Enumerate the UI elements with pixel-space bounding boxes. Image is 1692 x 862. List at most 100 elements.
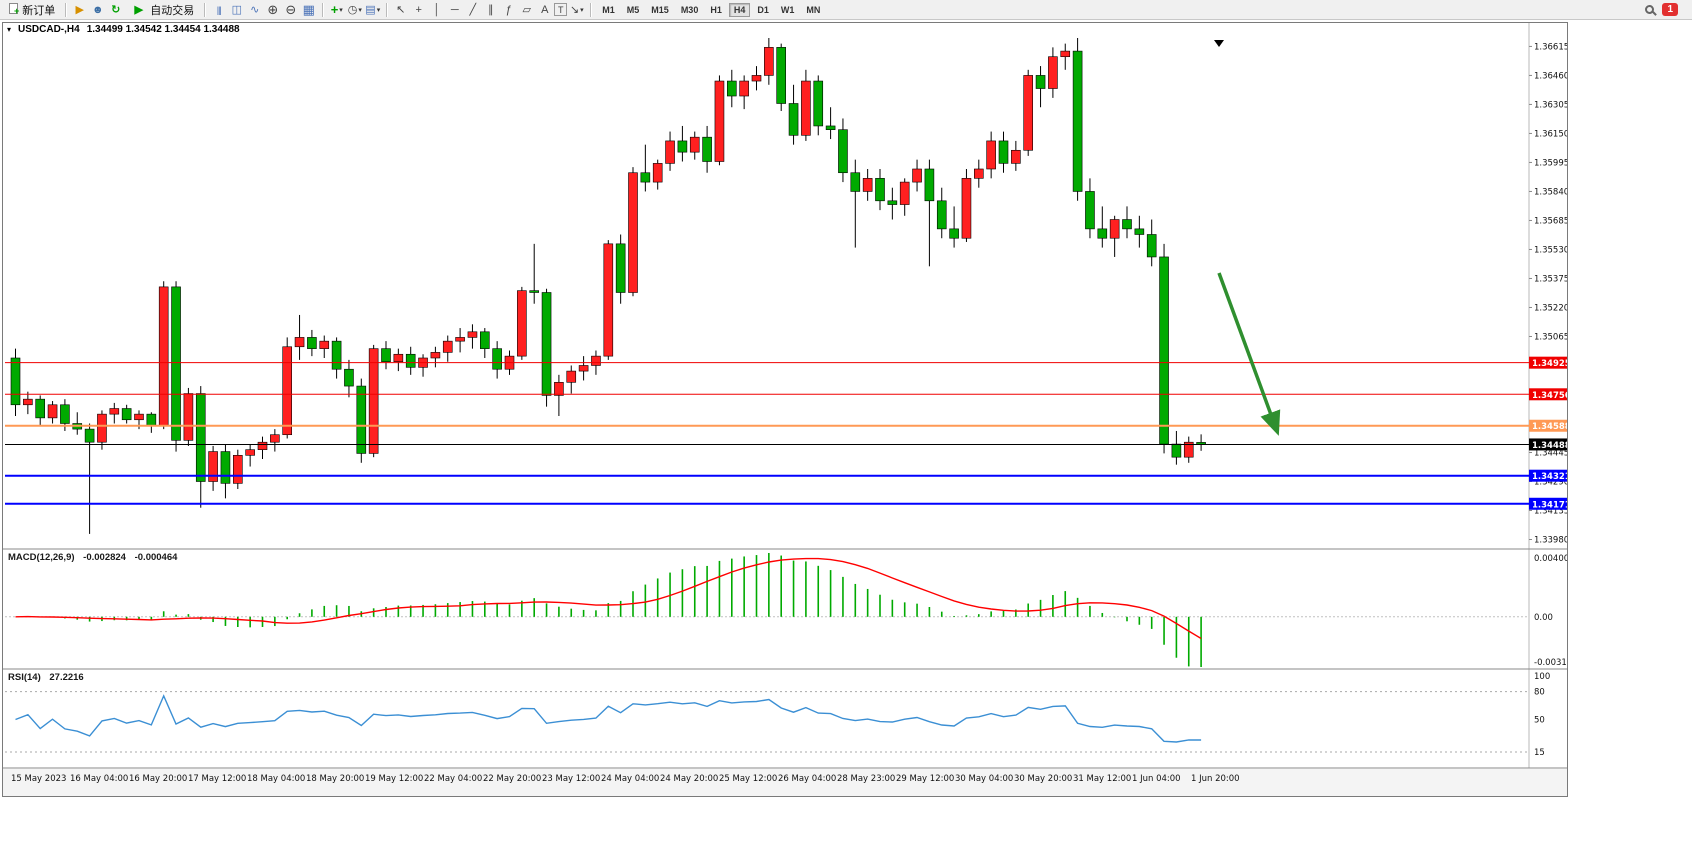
candle-body [121, 408, 132, 421]
arrows-tool-icon[interactable]: ↘ ▾ [568, 2, 585, 18]
new-order-label: 新订单 [22, 4, 56, 17]
line-chart-icon[interactable]: ∿ [250, 4, 260, 16]
svg-text:1.34488: 1.34488 [1532, 441, 1567, 451]
candle-body [455, 337, 465, 342]
timeframe-m30[interactable]: M30 [680, 4, 699, 15]
timeframe-mn[interactable]: MN [806, 4, 821, 15]
tile-windows-icon[interactable]: ▦ [302, 1, 315, 17]
svg-text:0.00: 0.00 [1534, 613, 1553, 623]
candle-body [344, 368, 354, 387]
bar-chart-icon[interactable]: ||| [216, 4, 222, 15]
candle-body [529, 290, 540, 293]
vertical-line-icon[interactable]: │ [433, 3, 441, 16]
chart-shift-marker[interactable] [1214, 40, 1224, 47]
chart-canvas[interactable]: 1.33980 1.34135 1.34290 1.34445 1.35065 1.352… [3, 23, 1578, 796]
search-icon[interactable] [1645, 5, 1655, 14]
svg-text:1.34171: 1.34171 [1532, 500, 1567, 510]
candle-body [195, 393, 206, 482]
candle-body [1122, 219, 1132, 230]
candle-body [788, 103, 799, 136]
auto-trading-button[interactable]: ▶ 自动交易 [125, 1, 199, 18]
svg-text:1.36305: 1.36305 [1534, 100, 1567, 110]
refresh-icon[interactable]: ↻ [111, 4, 121, 16]
periods-clock-icon[interactable]: ◷ ▾ [346, 2, 363, 18]
zoom-in-icon[interactable]: ⊕ [267, 1, 279, 17]
candle-body [689, 136, 700, 153]
candle-body [467, 331, 478, 338]
candle-body [887, 200, 898, 205]
candle-body [442, 340, 453, 353]
channel-icon[interactable]: ∥ [488, 4, 494, 16]
trend-arrow-annotation[interactable] [1217, 272, 1281, 436]
horizontal-line-icon[interactable]: ─ [450, 3, 459, 16]
notification-badge[interactable]: 1 [1662, 3, 1678, 16]
candle-body [47, 404, 58, 419]
candle-body [628, 172, 638, 293]
time-axis-label: 23 May 12:00 [542, 774, 600, 784]
candle-body [541, 292, 552, 396]
time-axis-label: 15 May 2023 [11, 774, 66, 784]
candle-body [949, 228, 959, 239]
new-order-button[interactable]: + 新订单 [4, 1, 60, 18]
timeframe-d1[interactable]: D1 [757, 4, 769, 15]
candle-body [998, 140, 1009, 164]
main-toolbar: + 新订单 ▶ ☻ ↻ ▶ 自动交易 ||| ◫ ∿ ⊕ ⊖ ▦ + ▾ ◷ ▾ ▤… [0, 0, 1692, 20]
candle-body [282, 346, 293, 436]
candle-body [1097, 228, 1108, 239]
price-axis[interactable]: 1.33980 1.34135 1.34290 1.34445 1.35065 1.352… [1529, 42, 1569, 546]
candle-body [1011, 149, 1021, 164]
svg-text:1.35840: 1.35840 [1534, 187, 1567, 197]
candle-body [764, 47, 774, 76]
candle-body [912, 168, 922, 183]
one-click-trading-toggle[interactable]: ▾ [7, 25, 12, 34]
cursor-icon[interactable]: ↖ [396, 4, 406, 16]
timeframe-h1[interactable]: H1 [710, 4, 722, 15]
candle-body [677, 140, 688, 153]
clock-glyph: ◷ [347, 4, 358, 16]
time-axis-label: 31 May 12:00 [1073, 774, 1131, 784]
timeframe-m15[interactable]: M15 [651, 4, 669, 15]
candle-body [270, 434, 280, 443]
indicators-icon[interactable]: + ▾ [328, 2, 345, 18]
candle-body [183, 393, 194, 441]
candle-body [936, 200, 947, 230]
template-glyph: ▤ [365, 4, 376, 16]
svg-text:1.35375: 1.35375 [1534, 274, 1567, 284]
community-icon[interactable]: ☻ [91, 3, 104, 16]
label-tool-icon[interactable]: T [554, 3, 568, 16]
time-axis[interactable] [3, 769, 1567, 796]
candle-body [850, 172, 861, 192]
svg-text:100: 100 [1534, 672, 1550, 682]
text-tool-icon[interactable]: A [541, 3, 549, 16]
indicators-plus-glyph: + [330, 2, 339, 17]
candlestick-chart-icon[interactable]: ◫ [231, 4, 242, 16]
timeframe-m1[interactable]: M1 [602, 4, 615, 15]
time-axis-label: 30 May 20:00 [1014, 774, 1072, 784]
svg-text:1.36150: 1.36150 [1534, 129, 1567, 139]
crosshair-icon[interactable]: + [415, 3, 422, 16]
timeframe-m5[interactable]: M5 [626, 4, 640, 15]
shapes-icon[interactable]: ▱ [522, 4, 531, 16]
alerts-icon[interactable]: ▶ [75, 4, 84, 16]
macd-panel: 0.004002 0.00 -0.003148 [5, 553, 1578, 668]
new-order-icon: + [9, 3, 19, 16]
zoom-out-icon[interactable]: ⊖ [285, 1, 297, 17]
timeframe-w1[interactable]: W1 [780, 4, 795, 15]
timeframe-h4[interactable]: H4 [728, 2, 751, 17]
candle-body [97, 413, 107, 443]
trendline-icon[interactable]: ╱ [469, 4, 477, 16]
candle-body [665, 140, 675, 164]
candle-body [801, 80, 811, 136]
toolbar-separator [65, 2, 67, 17]
chart-window-usdcad: 1.33980 1.34135 1.34290 1.34445 1.35065 1.352… [2, 22, 1578, 797]
candle-body [368, 348, 379, 454]
fibonacci-icon[interactable]: ƒ [505, 3, 512, 16]
candle-body [751, 75, 762, 82]
time-axis-label: 25 May 12:00 [719, 774, 777, 784]
chevron-down-icon: ▾ [339, 6, 343, 14]
candle-body [319, 340, 330, 349]
templates-icon[interactable]: ▤ ▾ [364, 2, 381, 18]
auto-trading-play-icon: ▶ [134, 4, 143, 16]
hline-1-badge [1529, 388, 1567, 401]
svg-text:-0.003148: -0.003148 [1534, 658, 1567, 668]
